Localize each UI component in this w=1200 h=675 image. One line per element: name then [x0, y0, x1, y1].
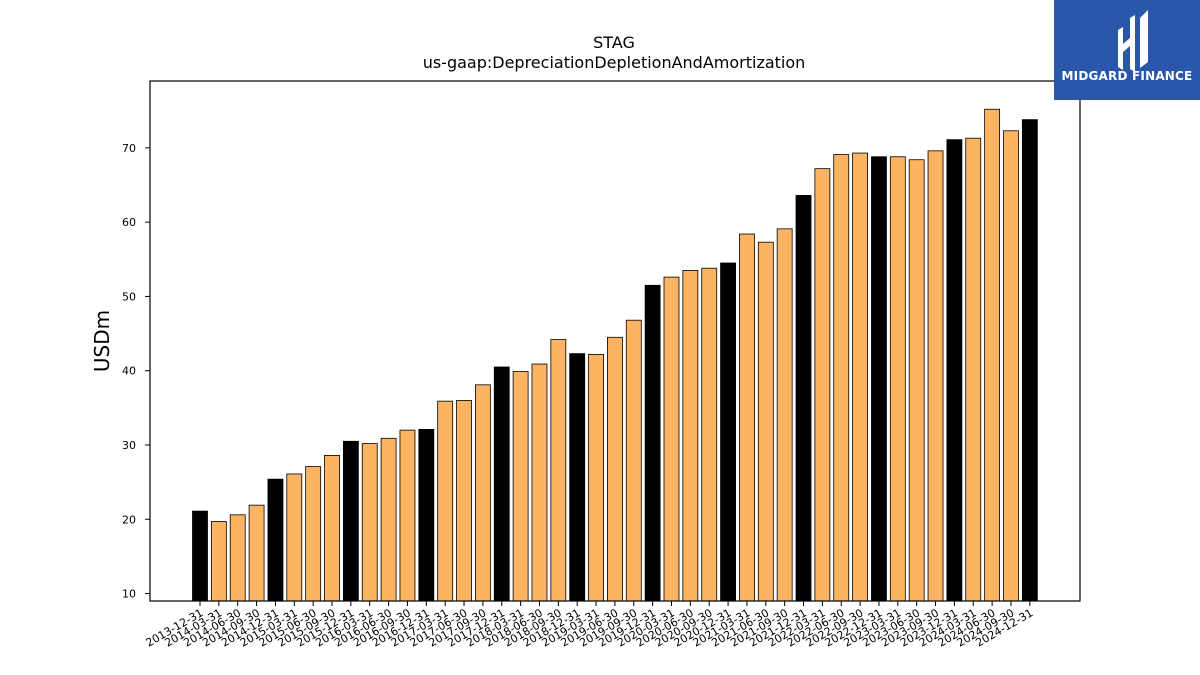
- plot-frame: [149, 80, 1081, 602]
- bar-2018-03-31: [512, 371, 529, 602]
- bar-2019-12-31: [644, 284, 661, 602]
- bar-2018-09-30: [550, 339, 567, 602]
- bar-2015-06-30: [305, 466, 322, 602]
- bar-2015-03-31: [286, 473, 303, 602]
- bar-2015-12-31: [342, 440, 359, 602]
- bar-2017-12-31: [493, 366, 510, 602]
- bar-2017-06-30: [456, 400, 472, 602]
- brand-logo: MIDGARD FINANCE: [1054, 0, 1200, 100]
- bar-2017-03-31: [437, 400, 454, 602]
- bar-2017-09-30: [474, 384, 491, 602]
- bar-2016-06-30: [380, 437, 397, 602]
- bar-2021-12-31: [795, 194, 812, 602]
- bar-2020-03-31: [663, 276, 680, 602]
- bar-2018-12-31: [569, 353, 586, 602]
- bar-2014-09-30: [248, 504, 265, 602]
- y-tick-label: 40: [122, 365, 136, 378]
- x-axis: 2013-12-312014-03-312014-06-302014-09-30…: [144, 601, 1035, 650]
- bar-2024-06-30: [984, 108, 1001, 602]
- bar-2020-06-30: [682, 270, 699, 602]
- chart-title: STAG: [593, 33, 635, 52]
- y-tick-label: 60: [122, 216, 136, 229]
- y-axis-label: USDm: [90, 310, 114, 372]
- bar-2016-03-31: [361, 443, 378, 602]
- bar-2016-12-31: [418, 428, 435, 602]
- bar-2022-12-31: [871, 156, 887, 602]
- bar-2024-03-31: [965, 137, 982, 602]
- bar-2022-09-30: [852, 152, 868, 602]
- bar-2014-06-30: [229, 514, 246, 602]
- bars-group: [192, 108, 1038, 602]
- bar-2019-09-30: [625, 319, 642, 602]
- bar-2015-09-30: [324, 454, 340, 602]
- y-tick-label: 30: [122, 439, 136, 452]
- bar-2016-09-30: [399, 429, 416, 602]
- bar-2023-06-30: [908, 159, 925, 602]
- bar-2014-12-31: [267, 478, 284, 602]
- y-tick-label: 20: [122, 513, 136, 526]
- bar-2024-12-31: [1021, 119, 1038, 602]
- bar-2019-03-31: [588, 353, 604, 602]
- bar-2021-03-31: [739, 233, 755, 602]
- bar-2022-06-30: [833, 154, 850, 602]
- bar-2020-12-31: [720, 262, 736, 602]
- y-axis: 10 20 30 40 50 60 70: [122, 142, 150, 601]
- bar-2019-06-30: [607, 336, 623, 602]
- bar-2023-03-31: [889, 156, 906, 602]
- bar-2018-06-30: [531, 363, 548, 602]
- y-tick-label: 10: [122, 588, 136, 601]
- bar-2024-09-30: [1003, 130, 1019, 602]
- y-tick-label: 50: [122, 290, 136, 303]
- bar-2013-12-31: [192, 510, 208, 602]
- bar-2023-09-30: [927, 150, 944, 602]
- bar-2023-12-31: [946, 139, 963, 602]
- bar-2020-09-30: [701, 267, 718, 602]
- bar-2014-03-31: [210, 521, 227, 602]
- midgard-logo-icon: [1118, 10, 1148, 72]
- y-tick-label: 70: [122, 142, 136, 155]
- bar-2021-09-30: [776, 228, 793, 602]
- chart-subtitle: us-gaap:DepreciationDepletionAndAmortiza…: [423, 53, 806, 72]
- bar-2021-06-30: [757, 241, 774, 602]
- bar-2022-03-31: [814, 168, 831, 602]
- brand-name: MIDGARD FINANCE: [1061, 69, 1193, 83]
